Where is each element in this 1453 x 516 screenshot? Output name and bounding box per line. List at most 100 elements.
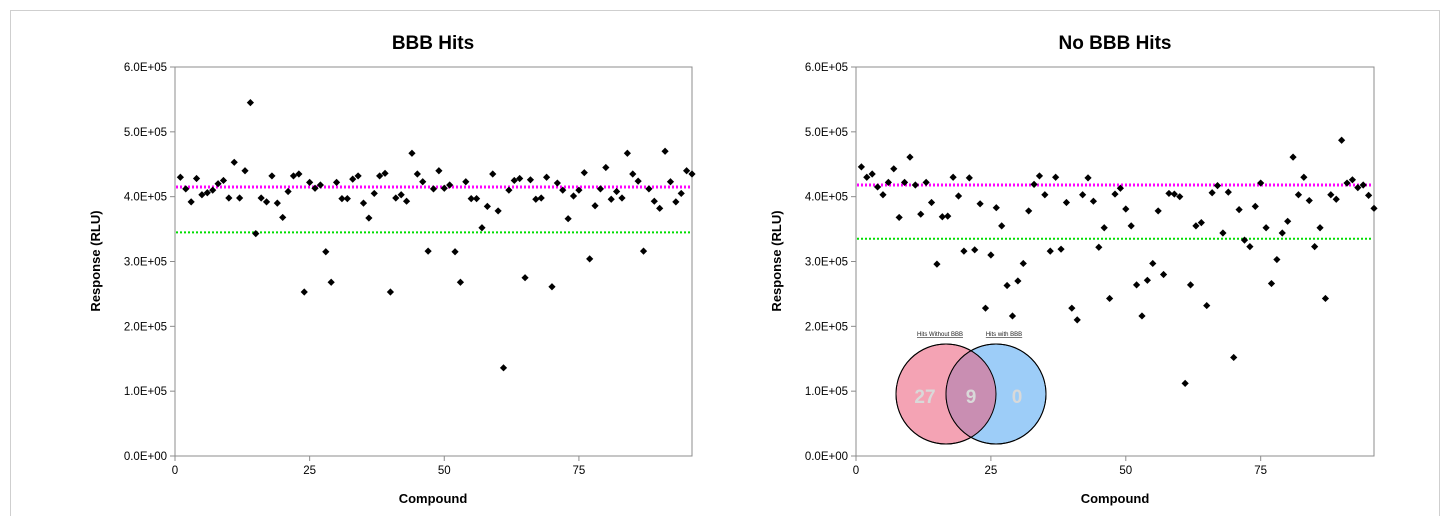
data-point [656, 204, 664, 212]
data-point [1332, 195, 1340, 203]
data-point [489, 170, 497, 178]
x-axis-ticks: 0 25 50 75 [853, 456, 1267, 477]
y-tick-label: 0.0E+00 [805, 451, 848, 463]
data-point [510, 176, 518, 185]
data-point [1305, 196, 1313, 205]
data-point [273, 199, 281, 207]
data-point [890, 165, 898, 173]
data-point [1025, 207, 1033, 215]
data-point [327, 278, 335, 286]
data-point [198, 191, 206, 199]
data-point [176, 173, 184, 181]
data-point [1316, 224, 1324, 232]
data-point [1343, 179, 1351, 187]
data-point [1035, 172, 1044, 180]
data-point [537, 194, 545, 202]
data-point [1176, 193, 1184, 201]
data-point [1273, 255, 1281, 264]
data-point [992, 204, 1000, 212]
data-point [1294, 191, 1303, 199]
data-point [1246, 242, 1254, 251]
data-point [241, 167, 249, 175]
data-point [949, 173, 957, 181]
y-tick-label: 4.0E+05 [805, 192, 848, 204]
chart-no-bbb-hits: No BBB Hits Compound Response (RLU) 0.0E… [769, 33, 1378, 506]
data-point [354, 172, 362, 180]
y-axis-ticks: 0.0E+00 1.0E+05 2.0E+05 3.0E+05 4.0E+05 5.0E+… [124, 62, 175, 463]
y-tick-label: 1.0E+05 [805, 386, 848, 398]
venn-right-count: 0 [1012, 387, 1023, 408]
data-point [960, 247, 968, 255]
data-point [672, 198, 680, 206]
venn-left-title: Hits Without BBB [917, 332, 963, 338]
data-point [1068, 304, 1076, 312]
y-tick-label: 2.0E+05 [805, 321, 848, 333]
data-points [176, 99, 696, 372]
data-point [971, 246, 979, 254]
data-point [516, 174, 524, 183]
venn-overlap-region [946, 344, 996, 444]
data-point [868, 170, 876, 178]
data-point [1348, 176, 1357, 184]
data-point [965, 174, 973, 182]
venn-overlap-count: 9 [966, 387, 977, 408]
data-point [688, 170, 696, 178]
data-point [306, 178, 314, 187]
y-tick-label: 3.0E+05 [805, 257, 848, 269]
data-point [1338, 136, 1346, 144]
data-point [900, 178, 909, 187]
data-points [857, 136, 1378, 387]
data-point [268, 172, 276, 180]
data-point [359, 199, 368, 207]
data-point [349, 175, 357, 183]
data-point [289, 172, 298, 180]
x-axis-ticks: 0 25 50 75 [172, 456, 585, 477]
data-point [1321, 294, 1330, 303]
data-point [451, 248, 459, 256]
data-point [376, 172, 384, 180]
y-tick-label: 6.0E+05 [805, 62, 848, 74]
figure-frame [10, 10, 1440, 516]
data-point [998, 222, 1006, 230]
data-point [214, 180, 222, 188]
data-point [1230, 353, 1238, 362]
data-point [857, 163, 865, 171]
data-point [532, 195, 540, 203]
data-point [192, 174, 201, 183]
data-point [1100, 224, 1108, 232]
data-point [1213, 182, 1222, 190]
plot-area [174, 66, 693, 457]
data-point [1046, 247, 1054, 255]
data-point [1219, 229, 1227, 237]
reference-lines [857, 183, 1373, 240]
data-point [252, 230, 260, 238]
data-point [575, 186, 583, 194]
data-point [413, 170, 421, 178]
data-point [397, 191, 405, 199]
data-point [219, 176, 228, 185]
data-point [1030, 180, 1038, 188]
x-axis-label: Compound [399, 491, 468, 506]
data-point [944, 212, 952, 220]
data-point [1257, 179, 1265, 187]
data-point [954, 192, 963, 200]
data-point [1122, 205, 1130, 213]
data-point [370, 189, 378, 198]
data-point [429, 185, 438, 193]
x-tick-label: 25 [303, 465, 316, 477]
data-point [505, 186, 513, 194]
data-point [1003, 281, 1011, 290]
venn-diagram: Hits Without BBB Hits with BBB 27 9 0 [895, 332, 1047, 445]
data-point [650, 197, 658, 205]
data-point [1019, 259, 1027, 268]
x-tick-label: 75 [1254, 465, 1267, 477]
data-point [1278, 229, 1286, 237]
data-point [906, 153, 914, 161]
data-point [246, 99, 254, 107]
data-point [580, 169, 588, 177]
y-axis-label: Response (RLU) [769, 210, 784, 311]
data-point [424, 247, 432, 255]
data-point [1079, 191, 1087, 199]
data-point [879, 191, 887, 199]
